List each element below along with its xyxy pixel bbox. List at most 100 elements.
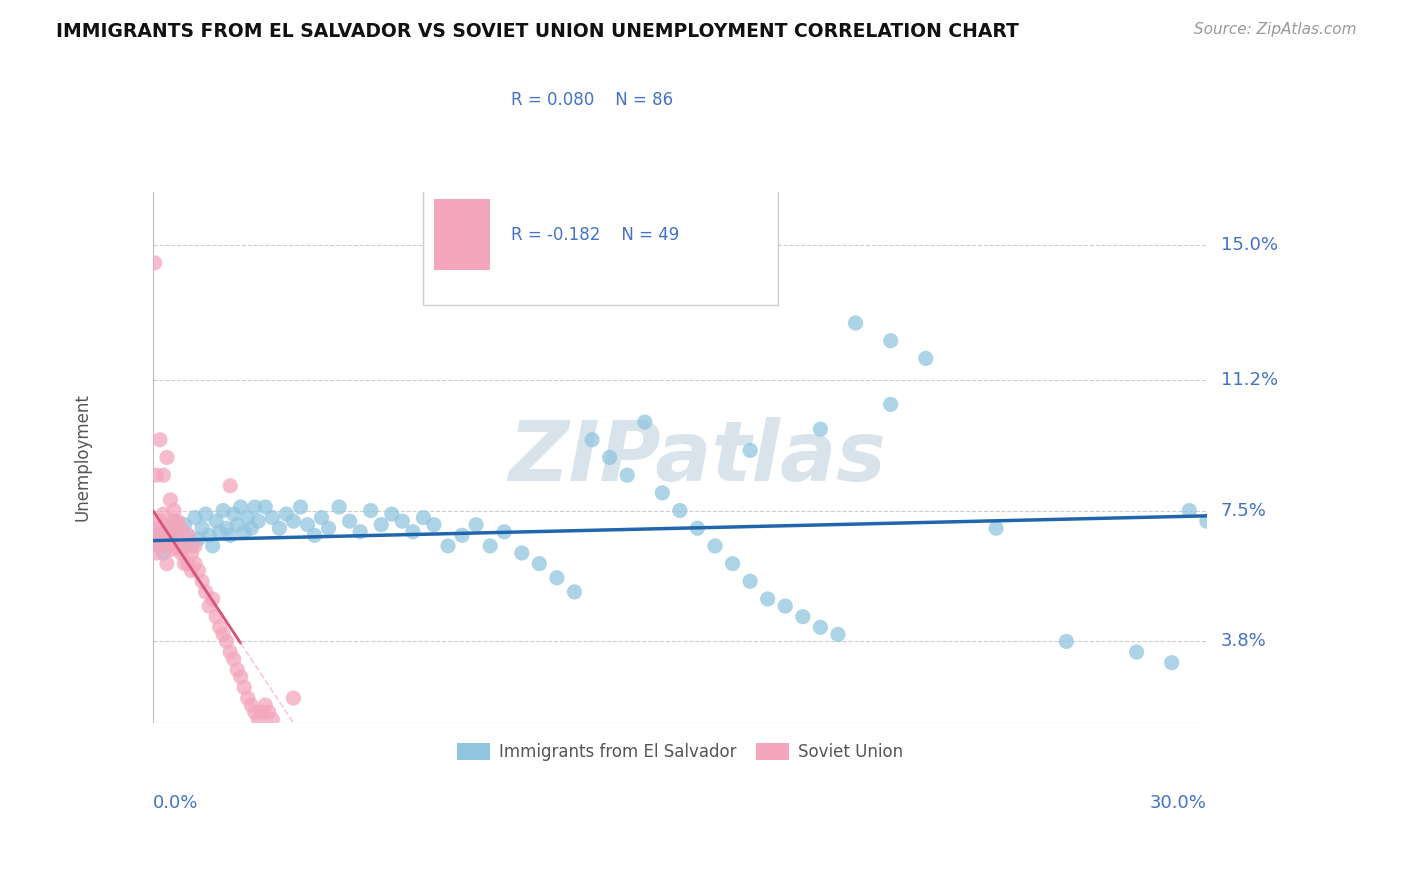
Point (240, 698, 263, 713)
Point (163, 503, 186, 517)
Point (581, 433, 603, 447)
Point (145, 546, 167, 560)
Point (184, 510, 207, 524)
Point (233, 524, 256, 539)
Point (304, 528, 326, 542)
Point (349, 524, 371, 539)
Point (173, 517, 195, 532)
Point (276, 507, 298, 521)
Point (370, 517, 392, 532)
Point (180, 539, 202, 553)
Point (219, 645, 242, 659)
Point (465, 517, 488, 532)
Point (269, 521, 291, 535)
Point (215, 634, 238, 648)
Point (229, 500, 252, 514)
Point (546, 571, 568, 585)
Point (740, 443, 762, 458)
Point (170, 521, 193, 535)
Point (145, 468, 167, 483)
Point (250, 705, 273, 719)
Point (844, 316, 866, 330)
Point (149, 514, 172, 528)
Point (180, 546, 202, 560)
Text: R = -0.182    N = 49: R = -0.182 N = 49 (512, 226, 679, 244)
Point (634, 415, 657, 429)
Point (184, 539, 207, 553)
Point (247, 712, 270, 726)
Text: IMMIGRANTS FROM EL SALVADOR VS SOVIET UNION UNEMPLOYMENT CORRELATION CHART: IMMIGRANTS FROM EL SALVADOR VS SOVIET UN… (56, 22, 1019, 41)
Point (177, 528, 200, 542)
Point (143, 256, 166, 270)
Point (240, 521, 263, 535)
Point (686, 521, 709, 535)
Point (198, 528, 221, 542)
Text: 0.0%: 0.0% (153, 794, 198, 812)
Point (166, 539, 188, 553)
Point (879, 397, 901, 411)
Point (740, 574, 762, 589)
Point (402, 524, 425, 539)
Point (243, 705, 266, 719)
Point (1195, 514, 1218, 528)
Point (222, 507, 245, 521)
Point (152, 546, 174, 560)
Point (479, 539, 502, 553)
Point (339, 514, 361, 528)
Point (187, 532, 209, 546)
Point (810, 422, 832, 436)
Point (212, 627, 235, 641)
Point (146, 521, 169, 535)
Point (212, 503, 235, 517)
Point (198, 599, 221, 613)
Point (201, 592, 224, 607)
Point (163, 539, 186, 553)
Point (311, 510, 333, 524)
Point (149, 433, 172, 447)
Point (152, 532, 174, 546)
Point (215, 521, 238, 535)
Point (1054, 634, 1077, 648)
Text: Source: ZipAtlas.com: Source: ZipAtlas.com (1194, 22, 1357, 37)
Point (219, 528, 242, 542)
Point (297, 517, 319, 532)
Point (149, 539, 172, 553)
Legend: Immigrants from El Salvador, Soviet Union: Immigrants from El Salvador, Soviet Unio… (450, 736, 910, 767)
Point (194, 507, 217, 521)
Point (437, 539, 460, 553)
Point (159, 532, 181, 546)
Point (152, 507, 174, 521)
Point (451, 528, 474, 542)
Point (283, 514, 305, 528)
Point (599, 450, 621, 465)
Point (254, 698, 277, 713)
Point (879, 334, 901, 348)
Point (205, 609, 228, 624)
Text: 15.0%: 15.0% (1220, 236, 1278, 254)
Text: Unemployment: Unemployment (73, 393, 91, 522)
Point (143, 528, 166, 542)
Point (163, 514, 186, 528)
FancyBboxPatch shape (423, 22, 779, 305)
Point (756, 592, 779, 607)
Point (529, 557, 551, 571)
Text: 3.8%: 3.8% (1220, 632, 1267, 650)
Point (208, 620, 231, 634)
Point (360, 503, 382, 517)
Text: 30.0%: 30.0% (1150, 794, 1206, 812)
Point (810, 620, 832, 634)
Point (318, 521, 340, 535)
Point (166, 528, 188, 542)
Point (328, 500, 350, 514)
Point (257, 705, 280, 719)
Point (159, 542, 181, 557)
Point (254, 500, 277, 514)
Point (184, 557, 207, 571)
Point (177, 528, 200, 542)
Point (412, 510, 434, 524)
Point (226, 517, 249, 532)
Point (236, 510, 259, 524)
Point (494, 524, 516, 539)
Point (827, 627, 849, 641)
Point (152, 468, 174, 483)
